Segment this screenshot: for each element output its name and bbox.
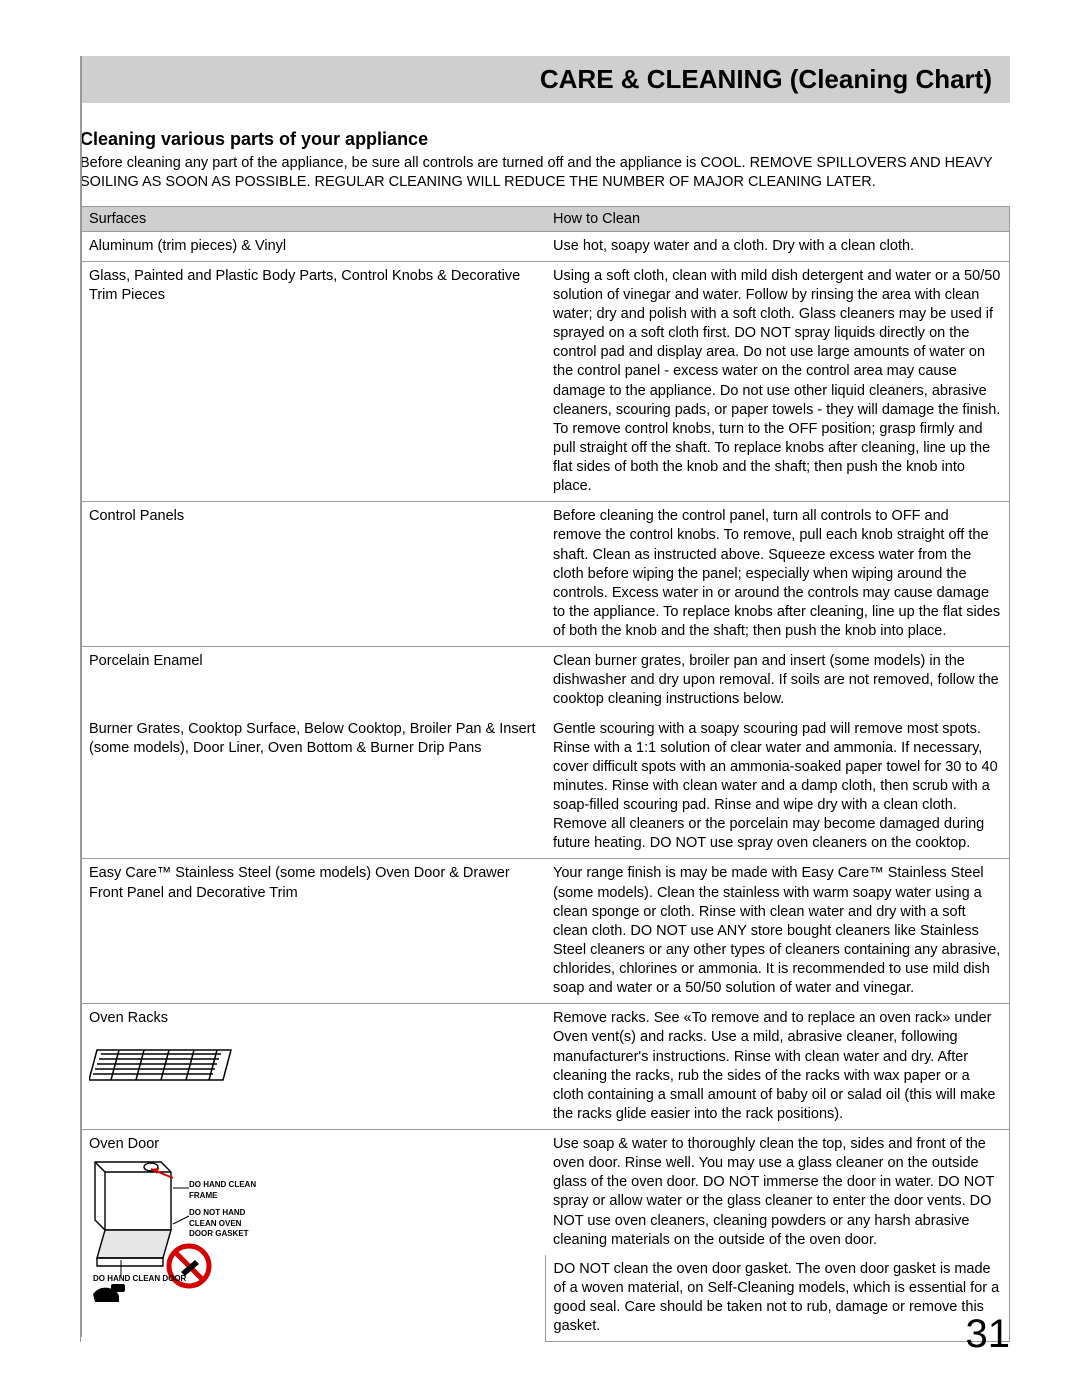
- how-cell: Your range finish is may be made with Ea…: [545, 859, 1010, 1004]
- col-how: How to Clean: [545, 206, 1010, 231]
- page-number: 31: [966, 1312, 1011, 1357]
- how-cell: Use soap & water to thoroughly clean the…: [545, 1130, 1010, 1255]
- col-surfaces: Surfaces: [81, 206, 546, 231]
- cleaning-chart-table: Surfaces How to Clean Aluminum (trim pie…: [80, 206, 1010, 1343]
- table-header-row: Surfaces How to Clean: [81, 206, 1010, 231]
- how-cell: Gentle scouring with a soapy scouring pa…: [545, 715, 1010, 859]
- surface-cell: Control Panels: [81, 502, 546, 647]
- table-row: Easy Care™ Stainless Steel (some models)…: [81, 859, 1010, 1004]
- table-row: Control Panels Before cleaning the contr…: [81, 502, 1010, 647]
- table-row: Glass, Painted and Plastic Body Parts, C…: [81, 261, 1010, 502]
- how-cell: Before cleaning the control panel, turn …: [545, 502, 1010, 647]
- how-cell: Using a soft cloth, clean with mild dish…: [545, 261, 1010, 502]
- how-cell: DO NOT clean the oven door gasket. The o…: [545, 1255, 1010, 1342]
- surface-cell: Oven Door: [81, 1130, 546, 1342]
- how-cell: Clean burner grates, broiler pan and ins…: [545, 647, 1010, 715]
- table-row: Oven Racks: [81, 1004, 1010, 1130]
- surface-cell: Glass, Painted and Plastic Body Parts, C…: [81, 261, 546, 502]
- intro-paragraph: Before cleaning any part of the applianc…: [80, 154, 1010, 192]
- door-label-frame: DO HAND CLEAN FRAME: [189, 1180, 259, 1201]
- table-row: Burner Grates, Cooktop Surface, Below Co…: [81, 715, 1010, 859]
- oven-door-diagram: DO HAND CLEAN FRAME DO NOT HAND CLEAN OV…: [89, 1158, 259, 1308]
- surface-cell: Easy Care™ Stainless Steel (some models)…: [81, 859, 546, 1004]
- surface-cell: Burner Grates, Cooktop Surface, Below Co…: [81, 715, 546, 859]
- surface-cell: Porcelain Enamel: [81, 647, 546, 715]
- surface-cell: Oven Racks: [81, 1004, 546, 1130]
- section-heading: Cleaning various parts of your appliance: [80, 129, 1010, 150]
- page-title-bar: CARE & CLEANING (Cleaning Chart): [82, 56, 1010, 103]
- page-title: CARE & CLEANING (Cleaning Chart): [540, 64, 992, 94]
- table-row: Oven Door: [81, 1130, 1010, 1255]
- how-cell: Remove racks. See «To remove and to repl…: [545, 1004, 1010, 1130]
- door-label-gasket: DO NOT HAND CLEAN OVEN DOOR GASKET: [189, 1208, 259, 1240]
- table-row: Aluminum (trim pieces) & Vinyl Use hot, …: [81, 231, 1010, 261]
- surface-cell: Aluminum (trim pieces) & Vinyl: [81, 231, 546, 261]
- surface-label: Oven Racks: [89, 1010, 168, 1026]
- how-cell: Use hot, soapy water and a cloth. Dry wi…: [545, 231, 1010, 261]
- oven-rack-icon: [89, 1032, 537, 1093]
- left-margin-rule: [80, 56, 82, 1337]
- surface-label: Oven Door: [89, 1136, 159, 1152]
- door-label-door: DO HAND CLEAN DOOR: [93, 1274, 186, 1285]
- table-row: Porcelain Enamel Clean burner grates, br…: [81, 647, 1010, 715]
